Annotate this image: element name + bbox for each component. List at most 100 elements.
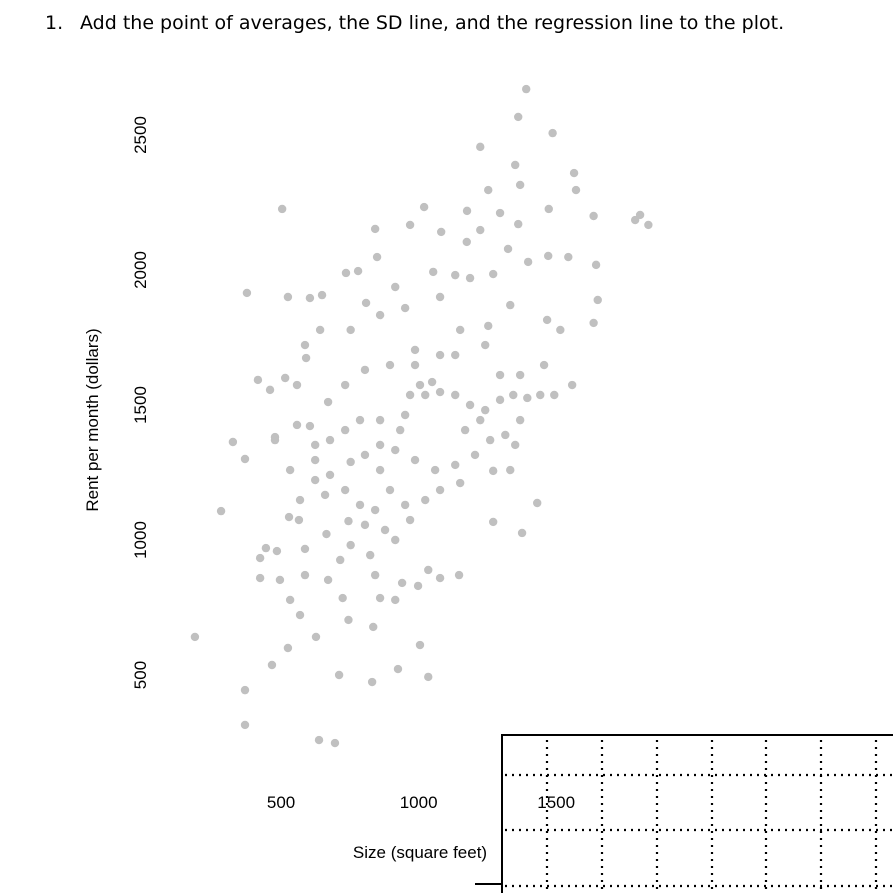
point [484,321,493,331]
point [413,581,423,591]
point [522,84,531,94]
point [360,365,370,375]
point [336,555,345,565]
point [484,185,493,195]
point [367,677,377,687]
point [295,610,305,620]
point [323,575,333,585]
point [427,377,437,387]
point [410,345,420,355]
point [320,490,330,500]
point [556,325,565,335]
point [380,525,390,535]
point [322,529,331,539]
point [435,350,445,360]
point [283,292,293,302]
point [536,390,545,400]
point [495,370,505,380]
x-tick-label: 500 [267,793,295,812]
point [455,478,465,488]
point [365,550,375,560]
point [400,500,410,510]
point [370,224,380,234]
point [550,390,559,400]
point [341,268,351,278]
point [375,440,385,450]
point [470,450,480,460]
point [495,395,505,405]
point [503,244,513,254]
point [481,340,490,350]
point [375,593,385,603]
point [415,380,425,390]
point [344,516,353,526]
point [523,393,532,403]
point [548,128,557,138]
point [429,267,438,277]
point [435,292,445,302]
point [455,325,465,335]
paper-grid [505,740,893,893]
x-axis-label: Size (square feet) [353,843,487,862]
point [435,485,445,495]
point [310,440,320,450]
point [344,615,353,625]
point [451,270,460,280]
point [591,260,601,270]
point [240,454,250,464]
point [635,210,645,220]
question-number: 1. [45,12,63,34]
point [506,300,515,310]
point [261,543,271,553]
point [435,573,445,583]
point [255,573,265,583]
point [436,227,446,237]
point [410,360,420,370]
point [515,370,525,380]
point [397,578,407,588]
point [506,465,515,475]
point [542,315,552,325]
point [311,632,321,642]
point [539,360,549,370]
point [277,204,287,214]
point [400,410,410,420]
point [295,495,305,505]
point [509,390,518,400]
graph-paper [475,734,893,893]
point [370,505,380,515]
point [476,142,485,152]
point [300,340,310,350]
point [514,219,523,229]
point [301,353,311,363]
point [510,160,520,170]
point [338,593,347,603]
point [424,565,433,575]
point [314,735,324,745]
point [284,512,294,522]
point [310,475,320,485]
point [517,528,527,538]
point [465,273,475,283]
point [315,325,325,335]
x-tick-label: 1500 [537,793,575,812]
point [323,397,333,407]
point [410,455,420,465]
point [391,535,400,545]
point [355,500,365,510]
label-backdrop [343,838,498,866]
point [544,251,553,261]
point [465,400,475,410]
point [267,660,277,670]
point [375,415,385,425]
point [240,720,250,730]
point [385,360,395,370]
point [514,112,523,122]
point [334,670,344,680]
point [372,252,382,262]
point [435,387,445,397]
point [292,380,302,390]
point [488,517,498,527]
point [571,185,581,195]
